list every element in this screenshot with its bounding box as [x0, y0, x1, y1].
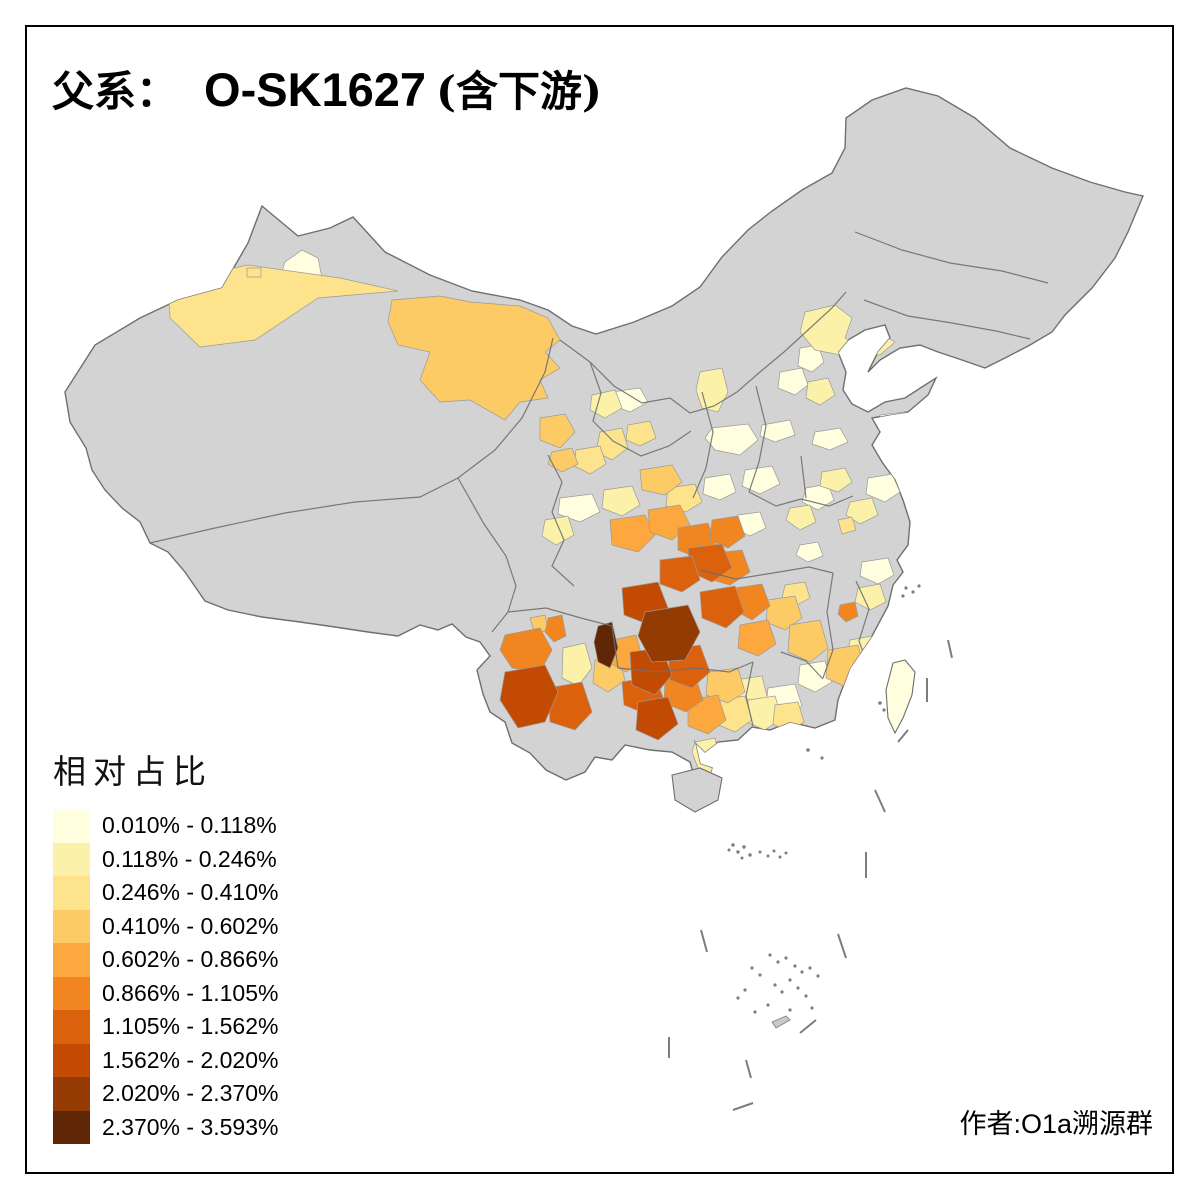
legend-row: 1.105% - 1.562%	[53, 1010, 278, 1044]
legend-row: 2.370% - 3.593%	[53, 1110, 279, 1144]
legend-label-8: 1.562% - 2.020%	[102, 1046, 279, 1073]
legend-rows: 0.010% - 0.118% 0.118% - 0.246% 0.246% -…	[53, 809, 278, 1144]
author-credit: 作者:O1a溯源群	[959, 1109, 1153, 1139]
legend-swatch-10	[53, 1110, 90, 1144]
title-suffix: (含下游)	[436, 67, 602, 116]
title-prefix: 父系：	[52, 67, 179, 116]
legend-swatch-8	[53, 1043, 90, 1077]
legend-label-7: 1.105% - 1.562%	[102, 1013, 279, 1040]
hainan-island	[671, 767, 723, 813]
title-haplogroup: O-SK1627	[204, 63, 427, 116]
legend-label-2: 0.118% - 0.246%	[102, 845, 277, 872]
taiwan-island	[885, 659, 916, 735]
legend-label-9: 2.020% - 2.370%	[102, 1080, 279, 1107]
legend-row: 2.020% - 2.370%	[53, 1077, 278, 1111]
legend-swatch-3	[53, 876, 90, 910]
regions-class-8	[499, 581, 679, 741]
legend-row: 0.866% - 1.105%	[53, 976, 279, 1010]
legend-swatch-5	[53, 943, 90, 977]
legend-swatch-4	[53, 909, 90, 943]
regions-class-3	[167, 264, 857, 733]
legend-label-4: 0.410% - 0.602%	[102, 912, 279, 939]
legend-label-5: 0.602% - 0.866%	[102, 946, 279, 973]
regions-class-4	[387, 295, 867, 704]
figure-title: 父系： O-SK1627 (含下游)	[52, 58, 602, 119]
legend-title: 相对占比	[53, 752, 213, 791]
legend-label-6: 0.866% - 1.105%	[102, 979, 279, 1006]
legend-row: 1.562% - 2.020%	[53, 1043, 279, 1077]
province-borders	[149, 231, 1049, 727]
regions-class-10	[593, 621, 619, 669]
legend-swatch-1	[53, 809, 90, 843]
legend-swatch-7	[53, 1010, 90, 1044]
legend-row: 0.602% - 0.866%	[53, 943, 278, 977]
legend-swatch-9	[53, 1077, 90, 1111]
legend-swatch-2	[53, 842, 90, 876]
legend-swatch-6	[53, 976, 90, 1010]
legend-row: 0.410% - 0.602%	[53, 909, 279, 943]
regions-class-9	[637, 604, 701, 663]
legend-label-3: 0.246% - 0.410%	[102, 879, 279, 906]
legend-row: 0.246% - 0.410%	[53, 876, 278, 910]
legend-row: 0.118% - 0.246%	[53, 842, 278, 876]
legend-row: 0.010% - 0.118%	[53, 809, 278, 843]
south-china-sea-marks	[668, 584, 953, 1111]
legend-label-10: 2.370% - 3.593%	[102, 1113, 279, 1140]
legend: 相对占比 0.010% - 0.118% 0.118% - 0.246% 0.2…	[53, 745, 278, 1144]
legend-label-1: 0.010% - 0.118%	[102, 812, 277, 839]
